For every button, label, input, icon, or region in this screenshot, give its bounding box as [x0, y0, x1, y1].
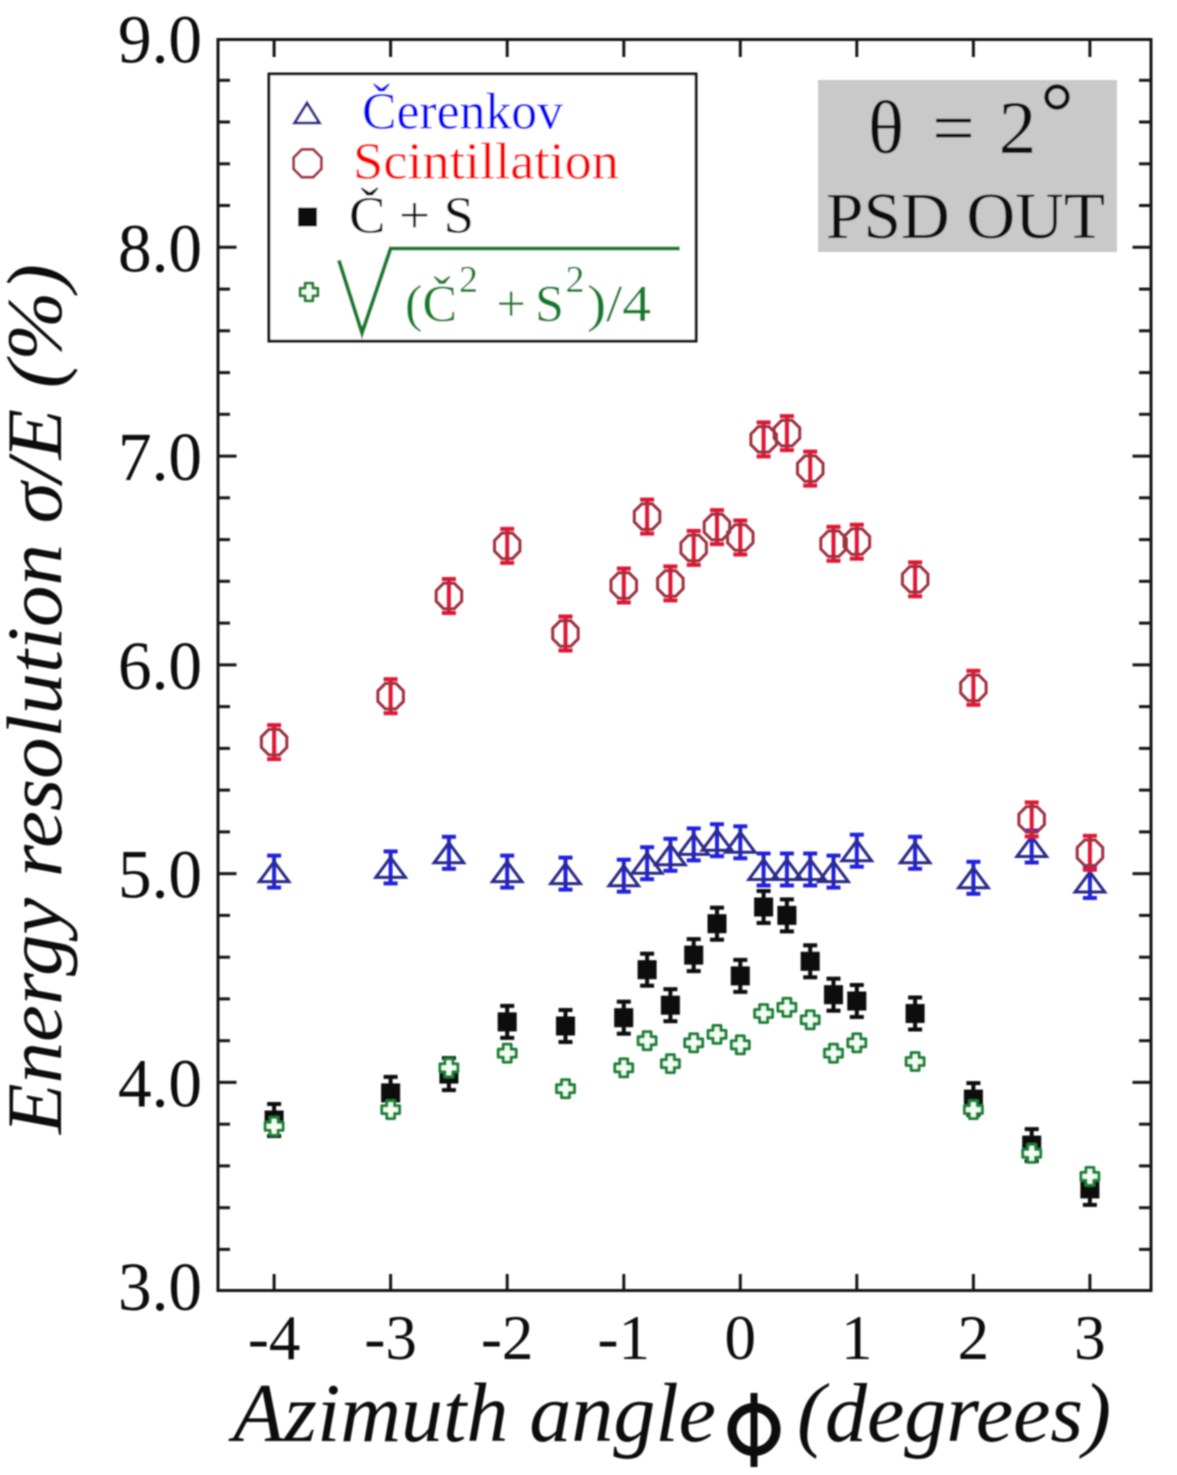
svg-text:2: 2: [958, 1303, 990, 1373]
svg-text:3.0: 3.0: [118, 1249, 202, 1325]
svg-text:=: =: [932, 87, 974, 170]
svg-text:3: 3: [1074, 1303, 1106, 1373]
svg-text:5.0: 5.0: [118, 837, 202, 913]
svg-text:-3: -3: [364, 1303, 416, 1373]
svg-text:Azimuth angle: Azimuth angle: [228, 1367, 716, 1460]
svg-text:θ: θ: [868, 87, 904, 170]
svg-text:9.0: 9.0: [118, 2, 202, 78]
svg-text:6.0: 6.0: [118, 628, 202, 704]
svg-text:2: 2: [999, 87, 1037, 170]
svg-text:-4: -4: [248, 1303, 300, 1373]
svg-text:S: S: [535, 276, 564, 333]
svg-text:Čerenkov: Čerenkov: [362, 83, 563, 141]
svg-text:PSD OUT: PSD OUT: [826, 180, 1105, 253]
svg-text:2: 2: [459, 259, 478, 301]
svg-text:)/4: )/4: [587, 276, 651, 333]
svg-text:-2: -2: [481, 1303, 533, 1373]
svg-text:0: 0: [725, 1303, 757, 1373]
svg-text:7.0: 7.0: [118, 419, 202, 495]
svg-text:Č + S: Č + S: [349, 187, 474, 245]
svg-text:2: 2: [566, 259, 585, 301]
svg-text:Energy resolution σ/E (%): Energy resolution σ/E (%): [0, 264, 78, 1135]
svg-text:(Č: (Č: [405, 275, 457, 333]
svg-text:4.0: 4.0: [118, 1045, 202, 1121]
svg-text:1: 1: [841, 1303, 873, 1373]
svg-text:8.0: 8.0: [118, 210, 202, 286]
svg-text:(degrees): (degrees): [797, 1367, 1111, 1460]
svg-text:+: +: [497, 276, 526, 333]
svg-text:Scintillation: Scintillation: [353, 134, 619, 191]
svg-text:-1: -1: [598, 1303, 650, 1373]
